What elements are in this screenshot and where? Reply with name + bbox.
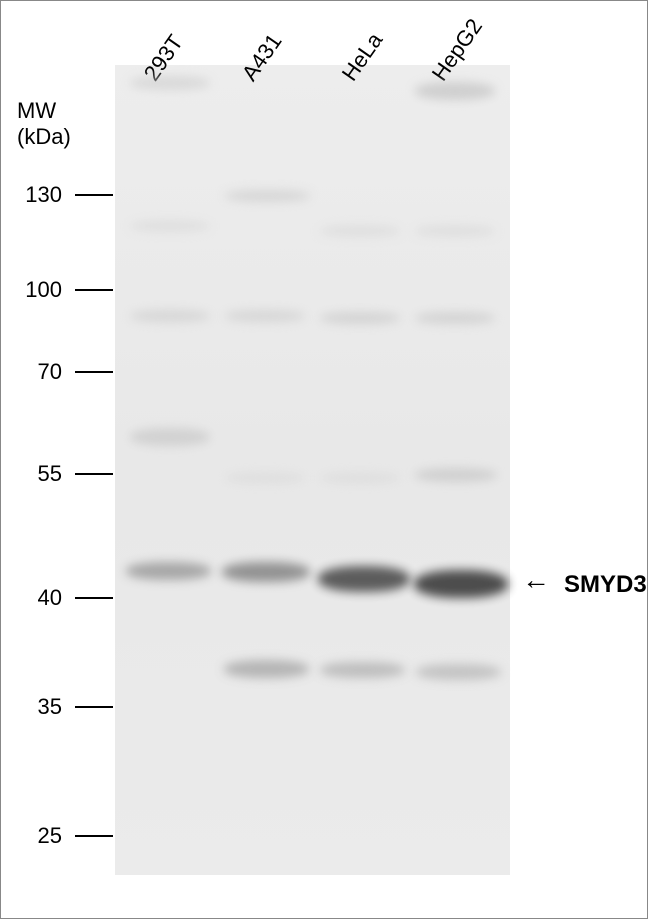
mw-tick-label: 35 [38,694,62,720]
mw-tick-label: 100 [25,277,62,303]
protein-band [224,660,309,678]
protein-band [415,82,495,100]
mw-tick-label: 55 [38,461,62,487]
mw-tick-line [75,194,113,196]
protein-band [320,662,405,678]
mw-tick-line [75,597,113,599]
protein-band [222,562,310,582]
protein-band [130,428,210,446]
protein-band [130,310,210,322]
protein-band [414,570,508,598]
mw-tick-label: 25 [38,823,62,849]
protein-band [320,472,400,484]
protein-band [415,225,495,237]
mw-tick-line [75,371,113,373]
protein-band [130,76,210,90]
protein-band [130,220,210,232]
mw-tick-line [75,473,113,475]
mw-tick-label: 70 [38,359,62,385]
protein-band [415,312,495,324]
protein-band [415,468,497,482]
mw-header-line2: (kDa) [17,124,71,149]
protein-band [225,310,305,322]
protein-band [225,472,305,484]
mw-tick-line [75,289,113,291]
protein-band [320,225,400,237]
figure-container: 293TA431HeLaHepG2 MW (kDa) 1301007055403… [0,0,650,921]
mw-header: MW (kDa) [17,98,71,151]
protein-band [126,562,211,580]
target-protein-label: SMYD3 [564,571,647,599]
mw-tick-label: 40 [38,585,62,611]
protein-band [318,566,410,592]
mw-tick-line [75,706,113,708]
mw-header-line1: MW [17,98,56,123]
protein-band [225,190,310,202]
protein-band [416,664,501,680]
mw-tick-label: 130 [25,182,62,208]
protein-band [320,312,400,324]
mw-tick-line [75,835,113,837]
target-arrow: ← [522,564,550,596]
